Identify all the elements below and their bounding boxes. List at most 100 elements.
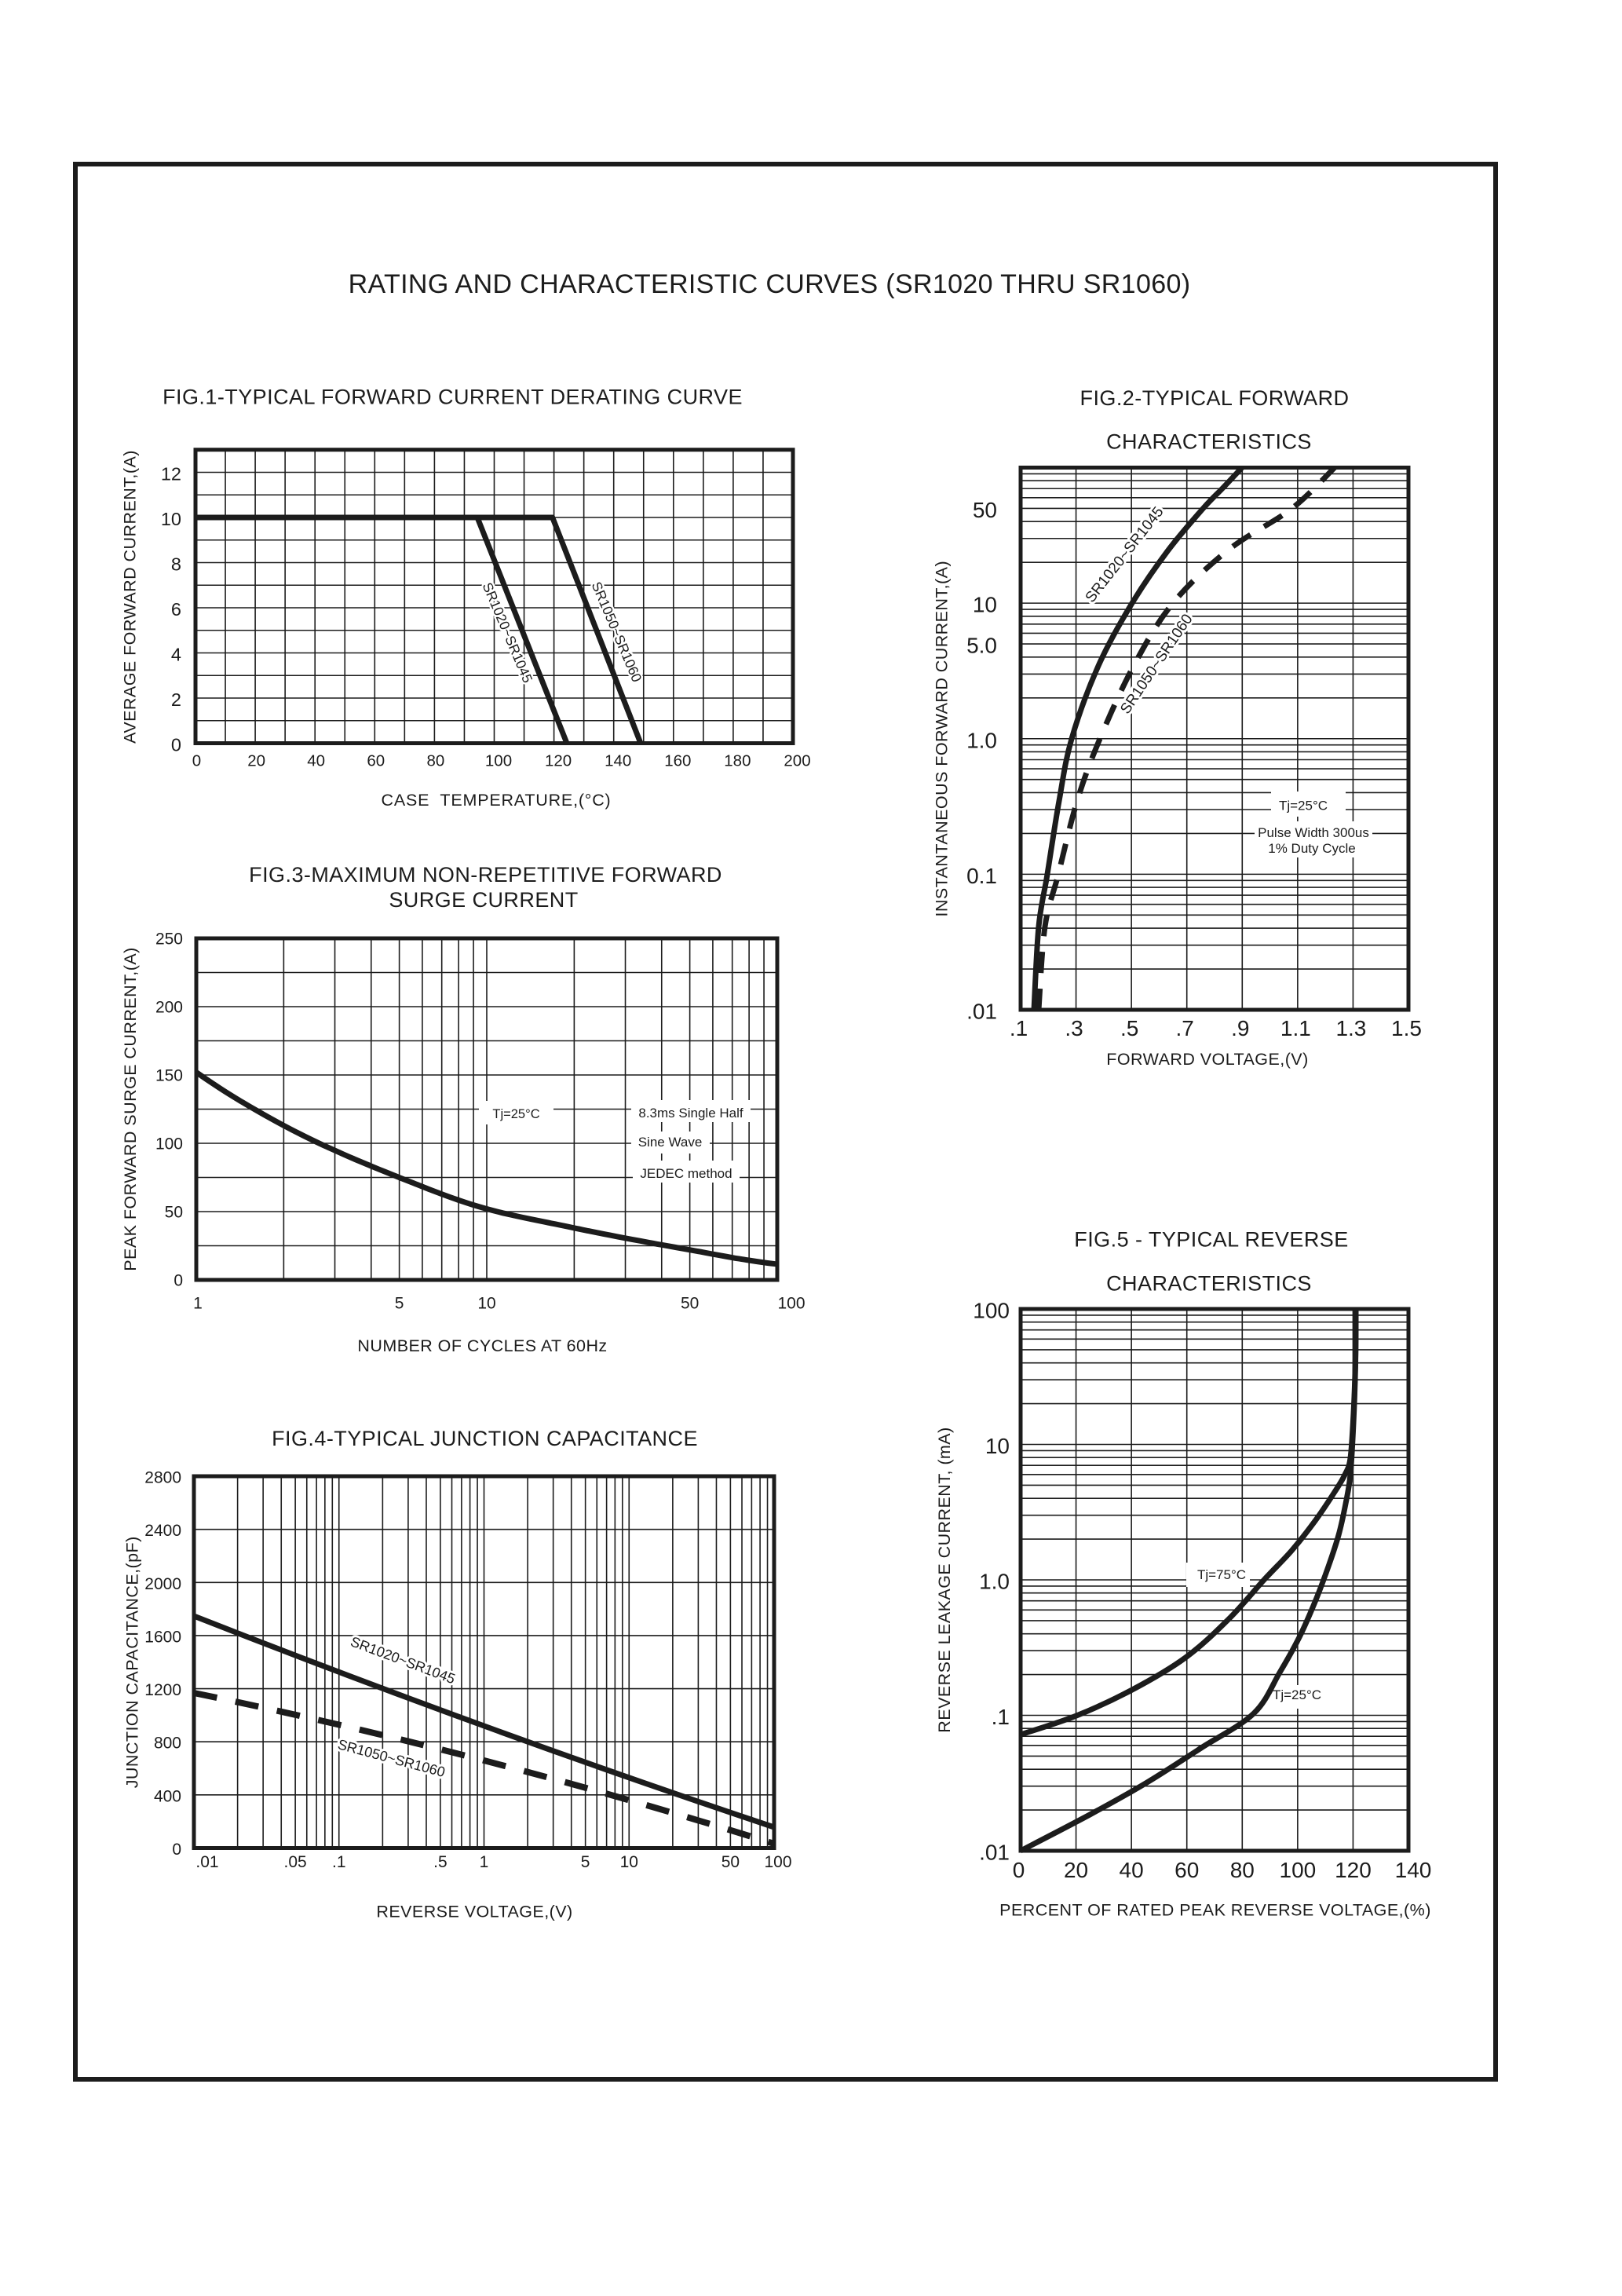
svg-text:Tj=25°C: Tj=25°C: [492, 1107, 539, 1121]
svg-text:0: 0: [172, 1841, 181, 1859]
svg-text:10: 10: [620, 1853, 638, 1871]
svg-text:1.0: 1.0: [979, 1570, 1010, 1594]
svg-text:5: 5: [581, 1853, 590, 1871]
svg-text:20: 20: [247, 752, 265, 770]
svg-text:100: 100: [777, 1295, 805, 1313]
svg-text:50: 50: [165, 1204, 183, 1222]
svg-text:NUMBER OF CYCLES AT 60Hz: NUMBER OF CYCLES AT 60Hz: [357, 1336, 607, 1355]
svg-text:4: 4: [171, 645, 181, 665]
svg-text:60: 60: [1174, 1858, 1199, 1882]
svg-text:.3: .3: [1065, 1016, 1083, 1040]
svg-text:2400: 2400: [144, 1522, 181, 1540]
svg-text:1200: 1200: [144, 1681, 181, 1699]
svg-text:100: 100: [1280, 1858, 1317, 1882]
svg-text:FIG.2-TYPICAL FORWARD: FIG.2-TYPICAL FORWARD: [1080, 386, 1350, 410]
svg-text:1% Duty Cycle: 1% Duty Cycle: [1268, 841, 1355, 856]
svg-text:2: 2: [171, 689, 181, 710]
svg-text:100: 100: [764, 1853, 791, 1871]
svg-text:.1: .1: [332, 1853, 346, 1871]
svg-text:40: 40: [1120, 1858, 1144, 1882]
svg-text:2000: 2000: [144, 1575, 181, 1593]
svg-text:10: 10: [985, 1434, 1010, 1458]
svg-text:8: 8: [171, 554, 181, 575]
svg-text:60: 60: [367, 752, 385, 770]
svg-text:REVERSE LEAKAGE CURRENT, (mA): REVERSE LEAKAGE CURRENT, (mA): [935, 1427, 954, 1732]
svg-text:PEAK FORWARD SURGE CURRENT,(A): PEAK FORWARD SURGE CURRENT,(A): [121, 947, 140, 1270]
svg-text:INSTANTANEOUS FORWARD CURRENT,: INSTANTANEOUS FORWARD CURRENT,(A): [933, 561, 952, 917]
svg-text:10: 10: [477, 1295, 495, 1313]
svg-text:2800: 2800: [144, 1469, 181, 1487]
svg-text:0: 0: [174, 1272, 183, 1290]
svg-text:100: 100: [973, 1299, 1010, 1323]
svg-text:100: 100: [155, 1135, 183, 1153]
svg-text:160: 160: [664, 752, 691, 770]
svg-text:Pulse Width 300us: Pulse Width 300us: [1258, 825, 1369, 840]
svg-text:150: 150: [155, 1067, 183, 1085]
svg-text:40: 40: [307, 752, 325, 770]
svg-text:RATING AND CHARACTERISTIC CURV: RATING AND CHARACTERISTIC CURVES (SR1020…: [349, 269, 1191, 299]
svg-text:0.1: 0.1: [966, 864, 997, 888]
svg-text:CASE TEMPERATURE,(°C): CASE TEMPERATURE,(°C): [382, 791, 612, 810]
svg-text:140: 140: [1395, 1858, 1432, 1882]
svg-text:FORWARD VOLTAGE,(V): FORWARD VOLTAGE,(V): [1106, 1050, 1308, 1069]
svg-text:FIG.1-TYPICAL FORWARD CURRENT: FIG.1-TYPICAL FORWARD CURRENT DERATING C…: [163, 386, 743, 409]
svg-text:.9: .9: [1231, 1016, 1249, 1040]
svg-text:CHARACTERISTICS: CHARACTERISTICS: [1106, 430, 1312, 454]
svg-text:.01: .01: [195, 1853, 218, 1871]
svg-text:.05: .05: [284, 1853, 307, 1871]
svg-text:250: 250: [155, 930, 183, 949]
svg-text:120: 120: [545, 752, 572, 770]
svg-text:5.0: 5.0: [966, 634, 997, 658]
svg-text:FIG.5 - TYPICAL REVERSE: FIG.5 - TYPICAL REVERSE: [1074, 1228, 1348, 1252]
svg-text:FIG.4-TYPICAL JUNCTION CAPACIT: FIG.4-TYPICAL JUNCTION CAPACITANCE: [272, 1427, 698, 1450]
svg-text:1: 1: [480, 1853, 489, 1871]
svg-text:SURGE CURRENT: SURGE CURRENT: [389, 888, 578, 912]
svg-text:400: 400: [154, 1787, 181, 1805]
svg-text:Tj=75°C: Tj=75°C: [1197, 1567, 1246, 1582]
svg-text:JEDEC method: JEDEC method: [640, 1166, 732, 1181]
svg-text:10: 10: [973, 593, 997, 617]
svg-text:5: 5: [395, 1295, 404, 1313]
svg-text:80: 80: [426, 752, 444, 770]
svg-text:20: 20: [1064, 1858, 1088, 1882]
svg-text:1.0: 1.0: [966, 728, 997, 752]
svg-text:10: 10: [161, 509, 181, 529]
svg-text:100: 100: [485, 752, 512, 770]
svg-text:50: 50: [681, 1295, 699, 1313]
svg-text:.5: .5: [433, 1853, 448, 1871]
svg-text:120: 120: [1335, 1858, 1372, 1882]
svg-text:200: 200: [155, 999, 183, 1017]
svg-text:1.1: 1.1: [1280, 1016, 1311, 1040]
svg-text:0: 0: [171, 735, 181, 755]
svg-text:PERCENT OF RATED PEAK REVERSE: PERCENT OF RATED PEAK REVERSE VOLTAGE,(%…: [999, 1901, 1431, 1920]
svg-text:1.5: 1.5: [1391, 1016, 1422, 1040]
svg-text:200: 200: [784, 752, 810, 770]
svg-text:CHARACTERISTICS: CHARACTERISTICS: [1106, 1272, 1312, 1296]
svg-text:800: 800: [154, 1735, 181, 1753]
svg-text:12: 12: [161, 464, 181, 484]
svg-text:1: 1: [193, 1295, 203, 1313]
svg-text:50: 50: [721, 1853, 740, 1871]
svg-text:.5: .5: [1120, 1016, 1138, 1040]
svg-text:JUNCTION CAPACITANCE,(pF): JUNCTION CAPACITANCE,(pF): [123, 1536, 142, 1788]
svg-text:.01: .01: [966, 1000, 997, 1024]
svg-text:80: 80: [1230, 1858, 1255, 1882]
svg-text:.01: .01: [979, 1841, 1010, 1865]
svg-text:FIG.3-MAXIMUM NON-REPETITIVE F: FIG.3-MAXIMUM NON-REPETITIVE FORWARD: [249, 863, 722, 887]
svg-text:140: 140: [605, 752, 631, 770]
svg-text:180: 180: [724, 752, 751, 770]
svg-text:Tj=25°C: Tj=25°C: [1279, 799, 1328, 813]
svg-text:1600: 1600: [144, 1628, 181, 1646]
svg-text:0: 0: [192, 752, 201, 770]
svg-text:Tj=25°C: Tj=25°C: [1273, 1687, 1321, 1702]
svg-text:.7: .7: [1176, 1016, 1194, 1040]
svg-text:1.3: 1.3: [1335, 1016, 1366, 1040]
svg-text:0: 0: [1013, 1858, 1025, 1882]
svg-text:Sine Wave: Sine Wave: [638, 1135, 703, 1150]
svg-text:AVERAGE FORWARD CURRENT,(A): AVERAGE FORWARD CURRENT,(A): [121, 450, 140, 744]
svg-text:.1: .1: [1010, 1016, 1028, 1040]
svg-text:50: 50: [973, 498, 997, 522]
svg-text:.1: .1: [992, 1705, 1010, 1729]
svg-text:8.3ms Single Half: 8.3ms Single Half: [638, 1106, 743, 1121]
svg-text:6: 6: [171, 599, 181, 620]
